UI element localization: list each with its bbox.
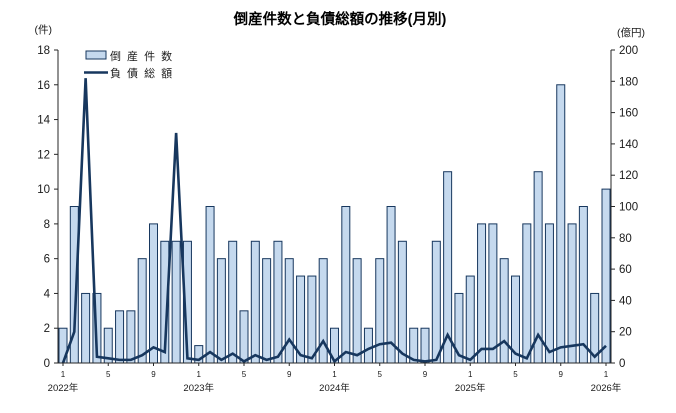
- month-tick-label: 9: [151, 370, 156, 379]
- bankruptcy-count-bar: [341, 206, 351, 364]
- right-axis-tick-label: 200: [619, 45, 638, 57]
- bankruptcy-count-bar: [465, 275, 475, 364]
- line-series-legend-label: 負 債 総 額: [110, 66, 174, 80]
- left-axis-tick-label: 8: [44, 219, 50, 231]
- year-tick-label: 2023年: [183, 382, 214, 394]
- right-axis-tick-label: 20: [619, 327, 632, 339]
- month-tick-label: 5: [106, 370, 111, 379]
- left-axis-tick-label: 16: [37, 80, 50, 92]
- left-axis-tick-label: 0: [44, 358, 50, 370]
- month-tick-label: 5: [513, 370, 518, 379]
- bankruptcy-count-bar: [420, 327, 430, 364]
- year-tick-label: 2026年: [591, 382, 622, 394]
- bankruptcy-count-bar: [126, 310, 136, 364]
- month-tick-label: 1: [468, 370, 473, 379]
- bankruptcy-count-bar: [273, 240, 283, 364]
- tick-labels-group: 0246810121416180204060801001201401601802…: [37, 45, 638, 394]
- bar-series-legend-label: 倒 産 件 数: [110, 50, 174, 63]
- right-axis-tick-label: 180: [619, 76, 638, 88]
- left-axis-tick-label: 14: [37, 115, 50, 127]
- right-axis-tick-label: 120: [619, 170, 638, 182]
- month-tick-label: 5: [378, 370, 383, 379]
- bankruptcy-count-bar: [115, 310, 125, 364]
- month-tick-label: 1: [197, 370, 202, 379]
- month-tick-label: 1: [332, 370, 337, 379]
- bar-series-legend-swatch: [85, 50, 107, 60]
- bankruptcy-count-bar: [556, 84, 566, 364]
- left-axis-tick-label: 18: [37, 45, 50, 57]
- year-tick-label: 2022年: [48, 382, 79, 394]
- bankruptcy-count-bar: [477, 223, 487, 364]
- right-axis-tick-label: 0: [619, 358, 625, 370]
- bankruptcy-count-bar: [239, 310, 249, 364]
- bankruptcy-count-bar: [375, 258, 385, 364]
- month-tick-label: 9: [423, 370, 428, 379]
- right-axis-tick-label: 140: [619, 139, 638, 151]
- bankruptcy-count-bar: [544, 223, 554, 364]
- month-tick-label: 1: [604, 370, 609, 379]
- bankruptcy-count-bar: [386, 206, 396, 364]
- total-liabilities-line: [61, 78, 607, 364]
- year-tick-label: 2024年: [319, 382, 350, 394]
- bankruptcy-count-bar: [307, 275, 317, 364]
- left-axis-tick-label: 6: [44, 254, 50, 266]
- left-axis-unit-label: (件): [35, 24, 53, 36]
- month-tick-label: 1: [61, 370, 66, 379]
- left-axis-tick-label: 10: [37, 184, 50, 196]
- bankruptcy-count-bar: [601, 188, 611, 364]
- bankruptcy-count-bar: [171, 240, 181, 364]
- bankruptcy-count-bar: [522, 223, 532, 364]
- bankruptcy-count-bar: [250, 240, 260, 364]
- bankruptcy-count-bar: [397, 240, 407, 364]
- bankruptcy-count-bar: [216, 258, 226, 364]
- month-tick-label: 9: [287, 370, 292, 379]
- left-axis-tick-label: 2: [44, 323, 50, 335]
- bankruptcy-count-bar: [81, 292, 91, 364]
- bankruptcy-count-bar: [363, 327, 373, 364]
- bankruptcy-count-bar: [284, 258, 294, 364]
- bankruptcy-count-bar: [228, 240, 238, 364]
- left-axis-tick-label: 4: [44, 288, 51, 300]
- right-axis-tick-label: 60: [619, 264, 632, 276]
- bars-series-group: [58, 84, 611, 364]
- month-tick-label: 9: [559, 370, 564, 379]
- right-axis-tick-label: 100: [619, 202, 638, 214]
- line-series-group: [61, 78, 607, 364]
- bankruptcy-count-bar: [567, 223, 577, 364]
- bankruptcy-count-bar: [352, 258, 362, 364]
- bankruptcy-count-bar: [488, 223, 498, 364]
- bankruptcy-count-bar: [262, 258, 272, 364]
- chart-title: 倒産件数と負債総額の推移(月別): [233, 10, 447, 28]
- bankruptcy-count-bar: [149, 223, 158, 364]
- bankruptcy-count-bar: [431, 240, 441, 364]
- bankruptcy-count-bar: [137, 258, 147, 364]
- bankruptcy-count-bar: [499, 258, 509, 364]
- right-axis-tick-label: 80: [619, 233, 632, 245]
- axes-group: [54, 49, 615, 366]
- year-tick-label: 2025年: [455, 382, 486, 394]
- right-axis-tick-label: 160: [619, 108, 638, 120]
- right-axis-unit-label: (億円): [617, 26, 645, 39]
- month-tick-label: 5: [242, 370, 247, 379]
- legend: 倒 産 件 数 負 債 総 額: [84, 50, 174, 80]
- bankruptcy-count-bar: [205, 206, 215, 364]
- right-axis-tick-label: 40: [619, 295, 632, 307]
- bankruptcy-count-bar: [578, 206, 588, 364]
- left-axis-tick-label: 12: [37, 149, 50, 161]
